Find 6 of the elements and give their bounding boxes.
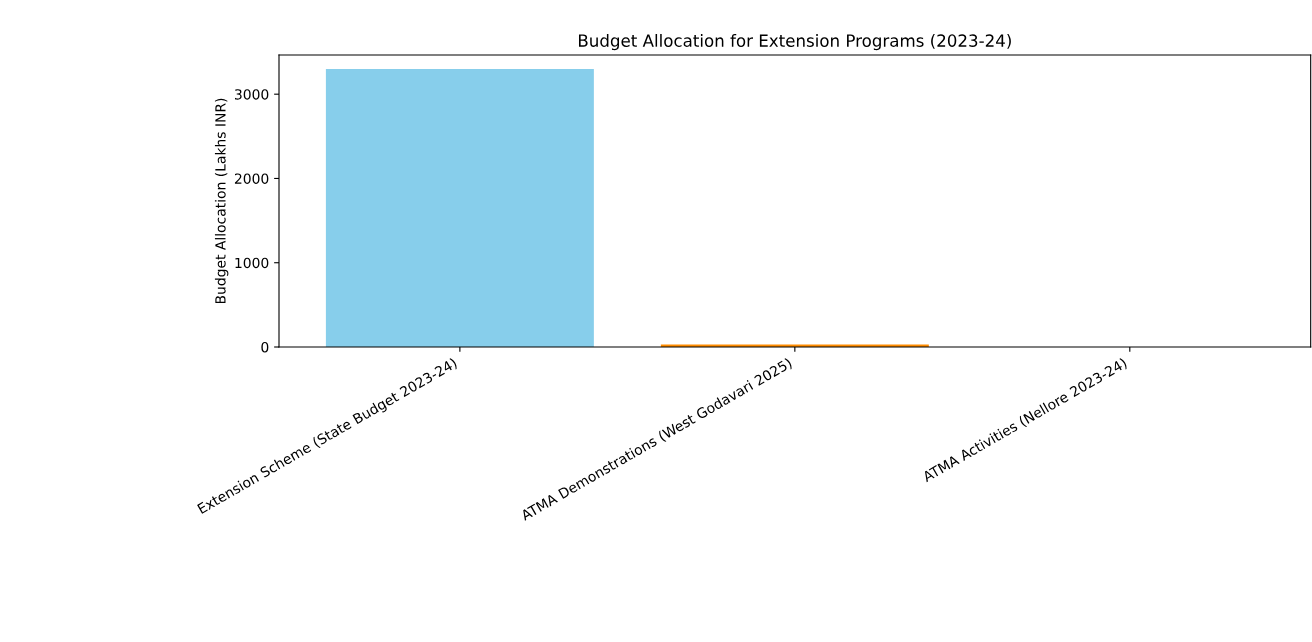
y-tick-label: 1000 [235,257,269,269]
y-axis-title: Budget Allocation (Lakhs INR) [214,98,229,304]
y-tick-label: 0 [261,341,269,353]
chart-title: Budget Allocation for Extension Programs (2023-24) [579,34,1011,51]
y-tick-label: 3000 [234,89,269,100]
y-tick-label: 2000 [234,173,269,184]
